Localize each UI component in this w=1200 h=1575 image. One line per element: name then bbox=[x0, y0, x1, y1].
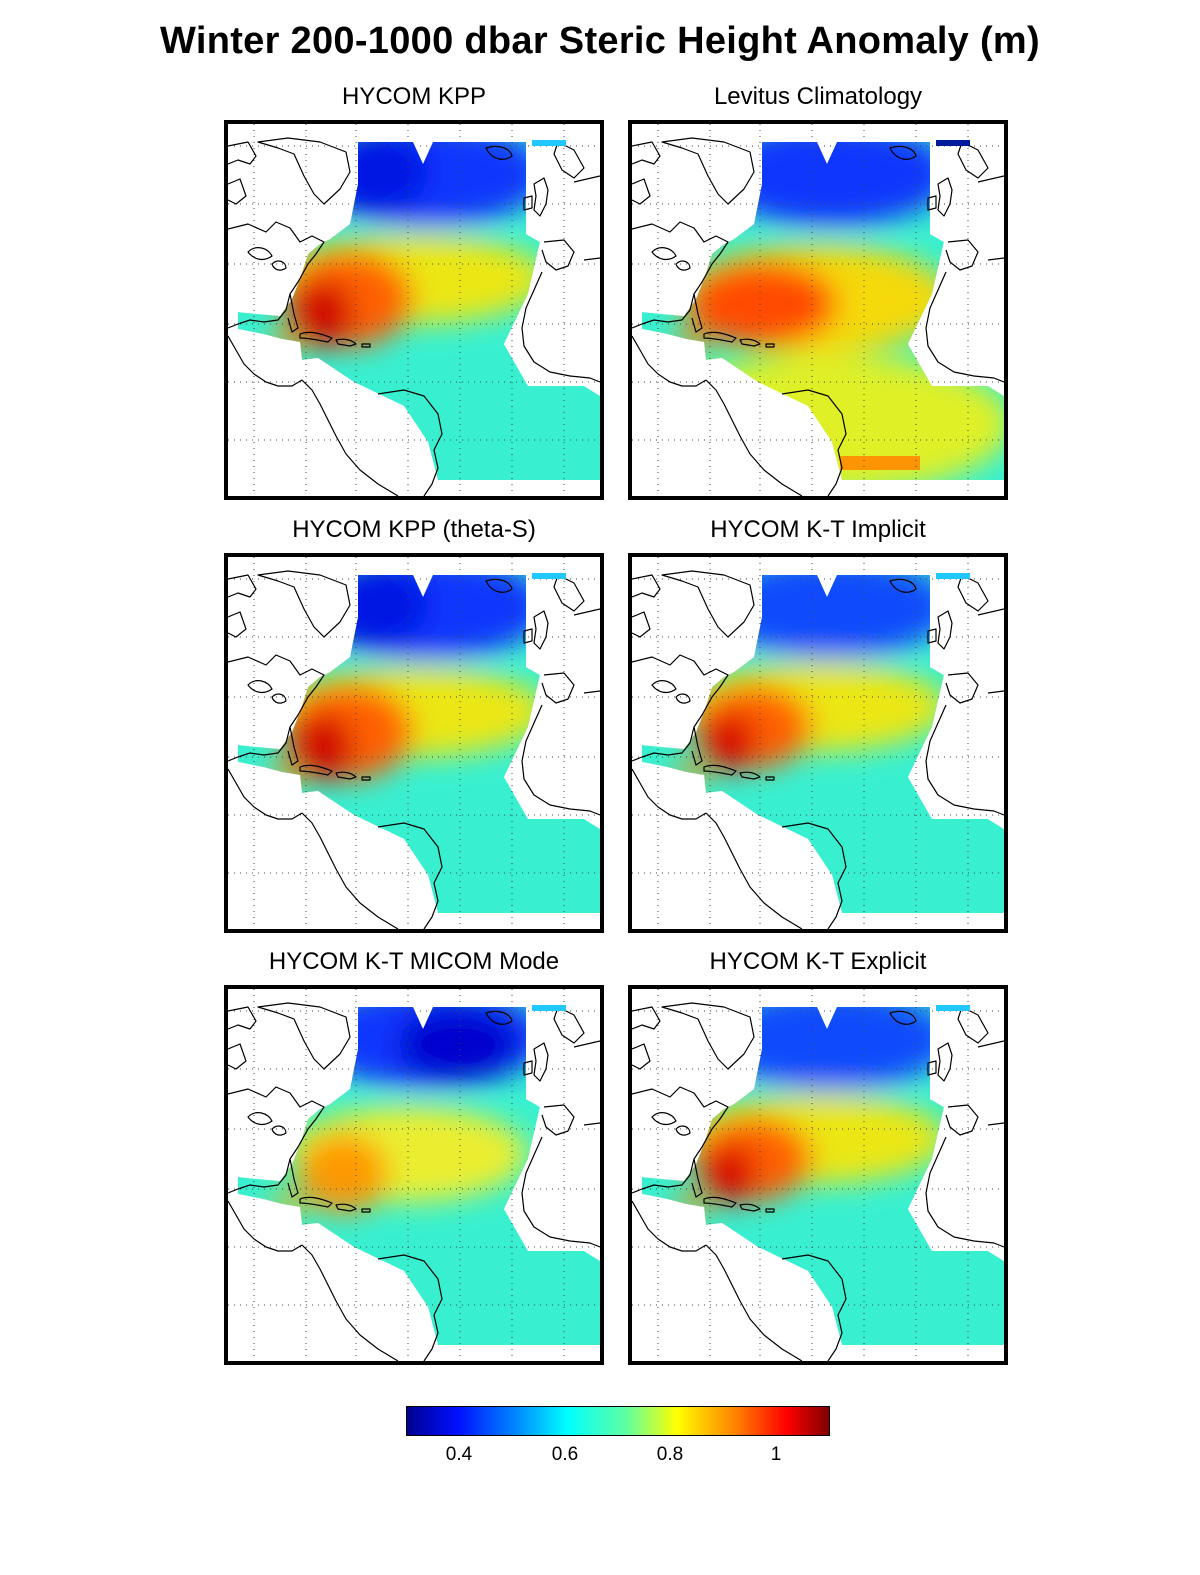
steric-height-field bbox=[642, 142, 1004, 480]
map-panel-6 bbox=[628, 985, 1008, 1365]
panel-title-1: HYCOM KPP bbox=[341, 83, 487, 110]
steric-height-field bbox=[642, 575, 1004, 913]
coastlines bbox=[228, 570, 600, 929]
atlantic-map bbox=[632, 124, 1004, 496]
colorbar-tick-1: 1 bbox=[770, 1444, 782, 1465]
steric-height-field bbox=[238, 1007, 600, 1345]
steric-height-field bbox=[238, 142, 600, 480]
panel-title-3: HYCOM KPP (theta-S) bbox=[292, 516, 536, 543]
reference-bar bbox=[532, 573, 566, 579]
map-panel-1 bbox=[224, 120, 604, 500]
atlantic-map bbox=[228, 989, 600, 1361]
steric-height-field bbox=[642, 1007, 1004, 1345]
atlantic-map bbox=[632, 557, 1004, 929]
colorbar bbox=[406, 1406, 830, 1436]
coastlines bbox=[632, 1002, 1004, 1361]
reference-bar bbox=[936, 140, 970, 146]
atlantic-map bbox=[228, 557, 600, 929]
map-panel-5 bbox=[224, 985, 604, 1365]
coastlines bbox=[632, 570, 1004, 929]
graticule bbox=[632, 124, 1004, 496]
atlantic-map bbox=[632, 989, 1004, 1361]
coastlines bbox=[228, 1002, 600, 1361]
panel-title-6: HYCOM K-T Explicit bbox=[709, 948, 927, 975]
reference-bar bbox=[532, 140, 566, 146]
colorbar-tick-0.8: 0.8 bbox=[656, 1444, 684, 1465]
reference-bar bbox=[532, 1005, 566, 1011]
figure-title: Winter 200-1000 dbar Steric Height Anoma… bbox=[160, 20, 1040, 62]
graticule bbox=[228, 989, 600, 1361]
panel-title-4: HYCOM K-T Implicit bbox=[710, 516, 926, 543]
graticule bbox=[632, 557, 1004, 929]
map-panel-4 bbox=[628, 553, 1008, 933]
coastlines bbox=[228, 137, 600, 496]
map-panel-2 bbox=[628, 120, 1008, 500]
colorbar-tick-0.6: 0.6 bbox=[551, 1444, 579, 1465]
reference-bar bbox=[936, 1005, 970, 1011]
atlantic-map bbox=[228, 124, 600, 496]
graticule bbox=[632, 989, 1004, 1361]
map-panel-3 bbox=[224, 553, 604, 933]
panel-title-2: Levitus Climatology bbox=[713, 83, 923, 110]
colorbar-tick-0.4: 0.4 bbox=[445, 1444, 473, 1465]
graticule bbox=[228, 557, 600, 929]
steric-height-field bbox=[238, 575, 600, 913]
graticule bbox=[228, 124, 600, 496]
coastlines bbox=[632, 137, 1004, 496]
panel-title-5: HYCOM K-T MICOM Mode bbox=[268, 948, 560, 975]
reference-bar bbox=[936, 573, 970, 579]
